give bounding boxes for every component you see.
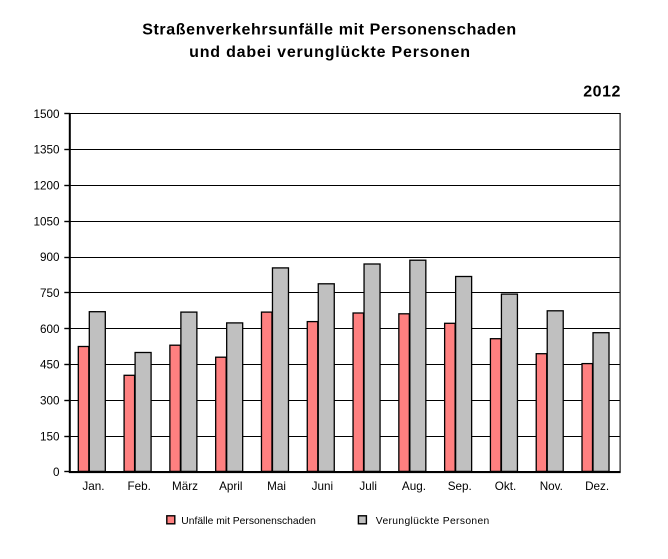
svg-text:März: März: [172, 480, 198, 493]
svg-text:1050: 1050: [33, 215, 60, 228]
svg-text:Juni: Juni: [312, 480, 333, 493]
svg-text:1500: 1500: [33, 108, 60, 121]
svg-text:Nov.: Nov.: [540, 480, 563, 493]
svg-text:Feb.: Feb.: [127, 480, 150, 493]
svg-text:900: 900: [40, 251, 60, 264]
svg-text:150: 150: [40, 430, 60, 443]
svg-text:Dez.: Dez.: [585, 480, 609, 493]
svg-text:Jan.: Jan.: [82, 480, 104, 493]
svg-text:Aug.: Aug.: [402, 480, 426, 493]
svg-text:und dabei verunglückte Persone: und dabei verunglückte Personen: [189, 44, 471, 61]
svg-text:1350: 1350: [33, 144, 60, 157]
svg-text:Juli: Juli: [359, 480, 377, 493]
svg-text:Straßenverkehrsunfälle mit Per: Straßenverkehrsunfälle mit Personenschad…: [142, 22, 517, 39]
svg-text:450: 450: [40, 359, 60, 372]
svg-text:300: 300: [40, 395, 60, 408]
svg-text:Mai: Mai: [267, 480, 286, 493]
svg-text:2012: 2012: [583, 83, 621, 100]
svg-text:750: 750: [40, 287, 60, 300]
svg-text:Unfälle mit Personenschaden: Unfälle mit Personenschaden: [181, 516, 316, 527]
svg-text:Verunglückte Personen: Verunglückte Personen: [376, 516, 490, 527]
svg-text:0: 0: [53, 466, 60, 479]
svg-text:Okt.: Okt.: [495, 480, 516, 493]
svg-text:1200: 1200: [33, 180, 60, 193]
svg-text:600: 600: [40, 323, 60, 336]
svg-text:April: April: [219, 480, 242, 493]
svg-text:Sep.: Sep.: [448, 480, 472, 493]
